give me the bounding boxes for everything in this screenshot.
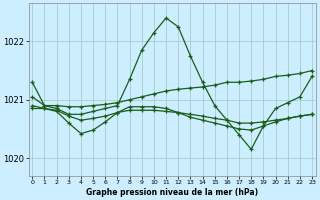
X-axis label: Graphe pression niveau de la mer (hPa): Graphe pression niveau de la mer (hPa) [86, 188, 258, 197]
